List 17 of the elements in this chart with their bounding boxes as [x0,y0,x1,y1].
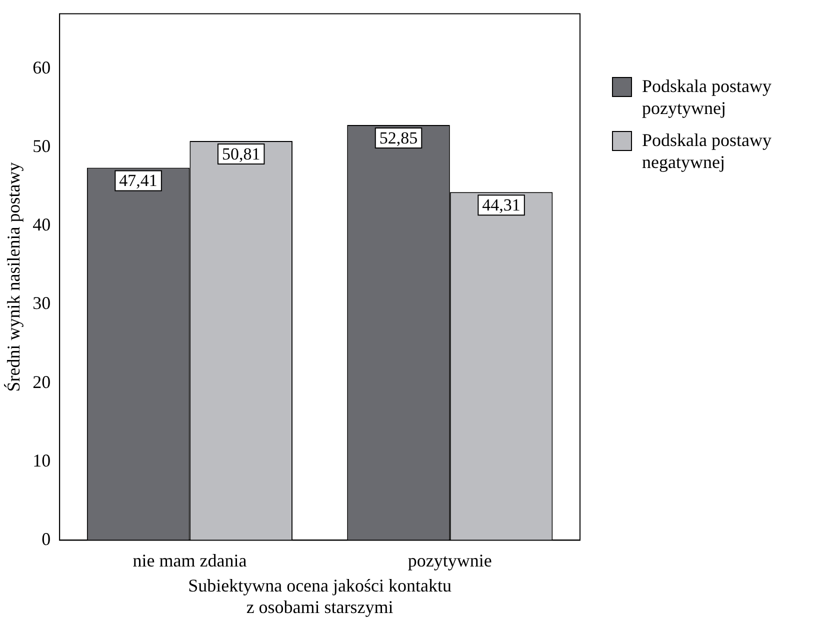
y-tick-label: 60 [32,58,51,78]
y-tick-label: 40 [32,214,51,235]
legend-label: Podskala postawy negatywnej [642,129,772,173]
y-tick-label: 50 [32,136,51,156]
legend-label: Podskala postawy pozytywnej [642,75,772,119]
y-tick-label: 30 [32,293,51,314]
data-label: 52,85 [379,128,418,148]
y-axis-title: Średni wynik nasilenia postawy [4,162,24,392]
data-label: 50,81 [222,144,260,164]
y-tick-label: 10 [32,450,51,470]
x-tick-label: pozytywnie [408,550,492,571]
x-axis-title: Subiektywna ocena jakości kontaktu z osobami starszymi [188,575,452,617]
y-tick-label: 20 [32,372,51,392]
y-tick-label: 0 [42,528,51,549]
data-label: 44,31 [482,196,520,215]
data-label: 47,41 [119,171,158,190]
x-tick-label: nie mam zdania [132,550,247,571]
